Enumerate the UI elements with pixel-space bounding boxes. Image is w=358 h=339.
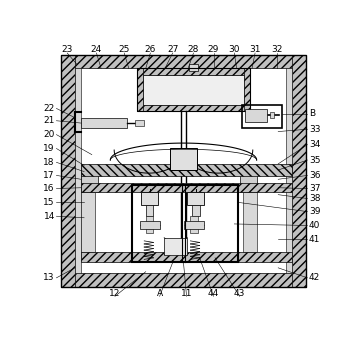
Bar	[190, 228, 198, 233]
Bar	[81, 118, 127, 128]
Bar	[240, 168, 257, 192]
Bar	[146, 216, 154, 221]
Bar	[146, 228, 154, 233]
Bar	[244, 68, 251, 111]
Text: A: A	[156, 289, 163, 298]
Bar	[187, 192, 204, 205]
Text: 24: 24	[91, 45, 102, 55]
Text: 29: 29	[208, 45, 219, 55]
Bar	[242, 105, 282, 128]
Bar	[143, 75, 244, 105]
Text: 28: 28	[188, 45, 199, 55]
Text: 13: 13	[43, 273, 55, 282]
Text: 19: 19	[43, 144, 55, 153]
Bar	[136, 68, 251, 111]
Text: 11: 11	[181, 289, 192, 298]
Bar	[146, 205, 154, 216]
Text: 39: 39	[309, 207, 320, 216]
Text: 21: 21	[44, 116, 55, 125]
Text: B: B	[309, 109, 315, 118]
Bar	[164, 238, 187, 255]
Bar	[136, 68, 143, 111]
Text: 23: 23	[62, 45, 73, 55]
Bar	[192, 205, 200, 216]
Text: 31: 31	[249, 45, 261, 55]
Bar	[136, 68, 251, 75]
Text: 30: 30	[228, 45, 240, 55]
Bar	[189, 64, 198, 72]
Text: 40: 40	[309, 221, 320, 230]
Text: 16: 16	[43, 184, 55, 193]
Text: 26: 26	[145, 45, 156, 55]
Text: 25: 25	[118, 45, 130, 55]
Bar	[132, 185, 238, 262]
Bar	[140, 221, 160, 228]
Bar	[243, 192, 257, 253]
Text: 17: 17	[43, 171, 55, 180]
Text: 37: 37	[309, 184, 320, 193]
Bar	[61, 273, 306, 287]
Bar	[81, 164, 292, 176]
Text: 14: 14	[44, 212, 55, 221]
Text: 15: 15	[43, 198, 55, 207]
Bar	[286, 68, 292, 273]
Bar	[81, 183, 292, 192]
Bar	[292, 55, 306, 287]
Text: 12: 12	[109, 289, 121, 298]
Text: 18: 18	[43, 158, 55, 167]
Bar	[75, 68, 81, 273]
Text: 34: 34	[309, 140, 320, 149]
Bar	[81, 168, 98, 192]
Bar	[61, 55, 75, 287]
Text: 33: 33	[309, 125, 320, 134]
Text: 42: 42	[309, 273, 320, 282]
Bar	[61, 55, 306, 287]
Text: 43: 43	[234, 289, 245, 298]
Bar	[135, 120, 144, 126]
Text: 27: 27	[167, 45, 178, 55]
Bar	[245, 109, 267, 121]
Text: 20: 20	[44, 130, 55, 139]
Text: 41: 41	[309, 235, 320, 244]
Text: 44: 44	[208, 289, 219, 298]
Bar	[136, 105, 251, 111]
Bar	[184, 221, 204, 228]
Text: 36: 36	[309, 171, 320, 180]
Bar	[61, 55, 306, 68]
Bar	[81, 253, 292, 262]
Bar	[270, 112, 274, 118]
Text: 38: 38	[309, 194, 320, 203]
Text: 35: 35	[309, 156, 320, 164]
Bar	[170, 148, 197, 170]
Text: 32: 32	[271, 45, 282, 55]
Bar	[190, 216, 198, 221]
Bar	[141, 192, 158, 205]
Bar	[81, 192, 95, 253]
Text: 22: 22	[44, 104, 55, 113]
